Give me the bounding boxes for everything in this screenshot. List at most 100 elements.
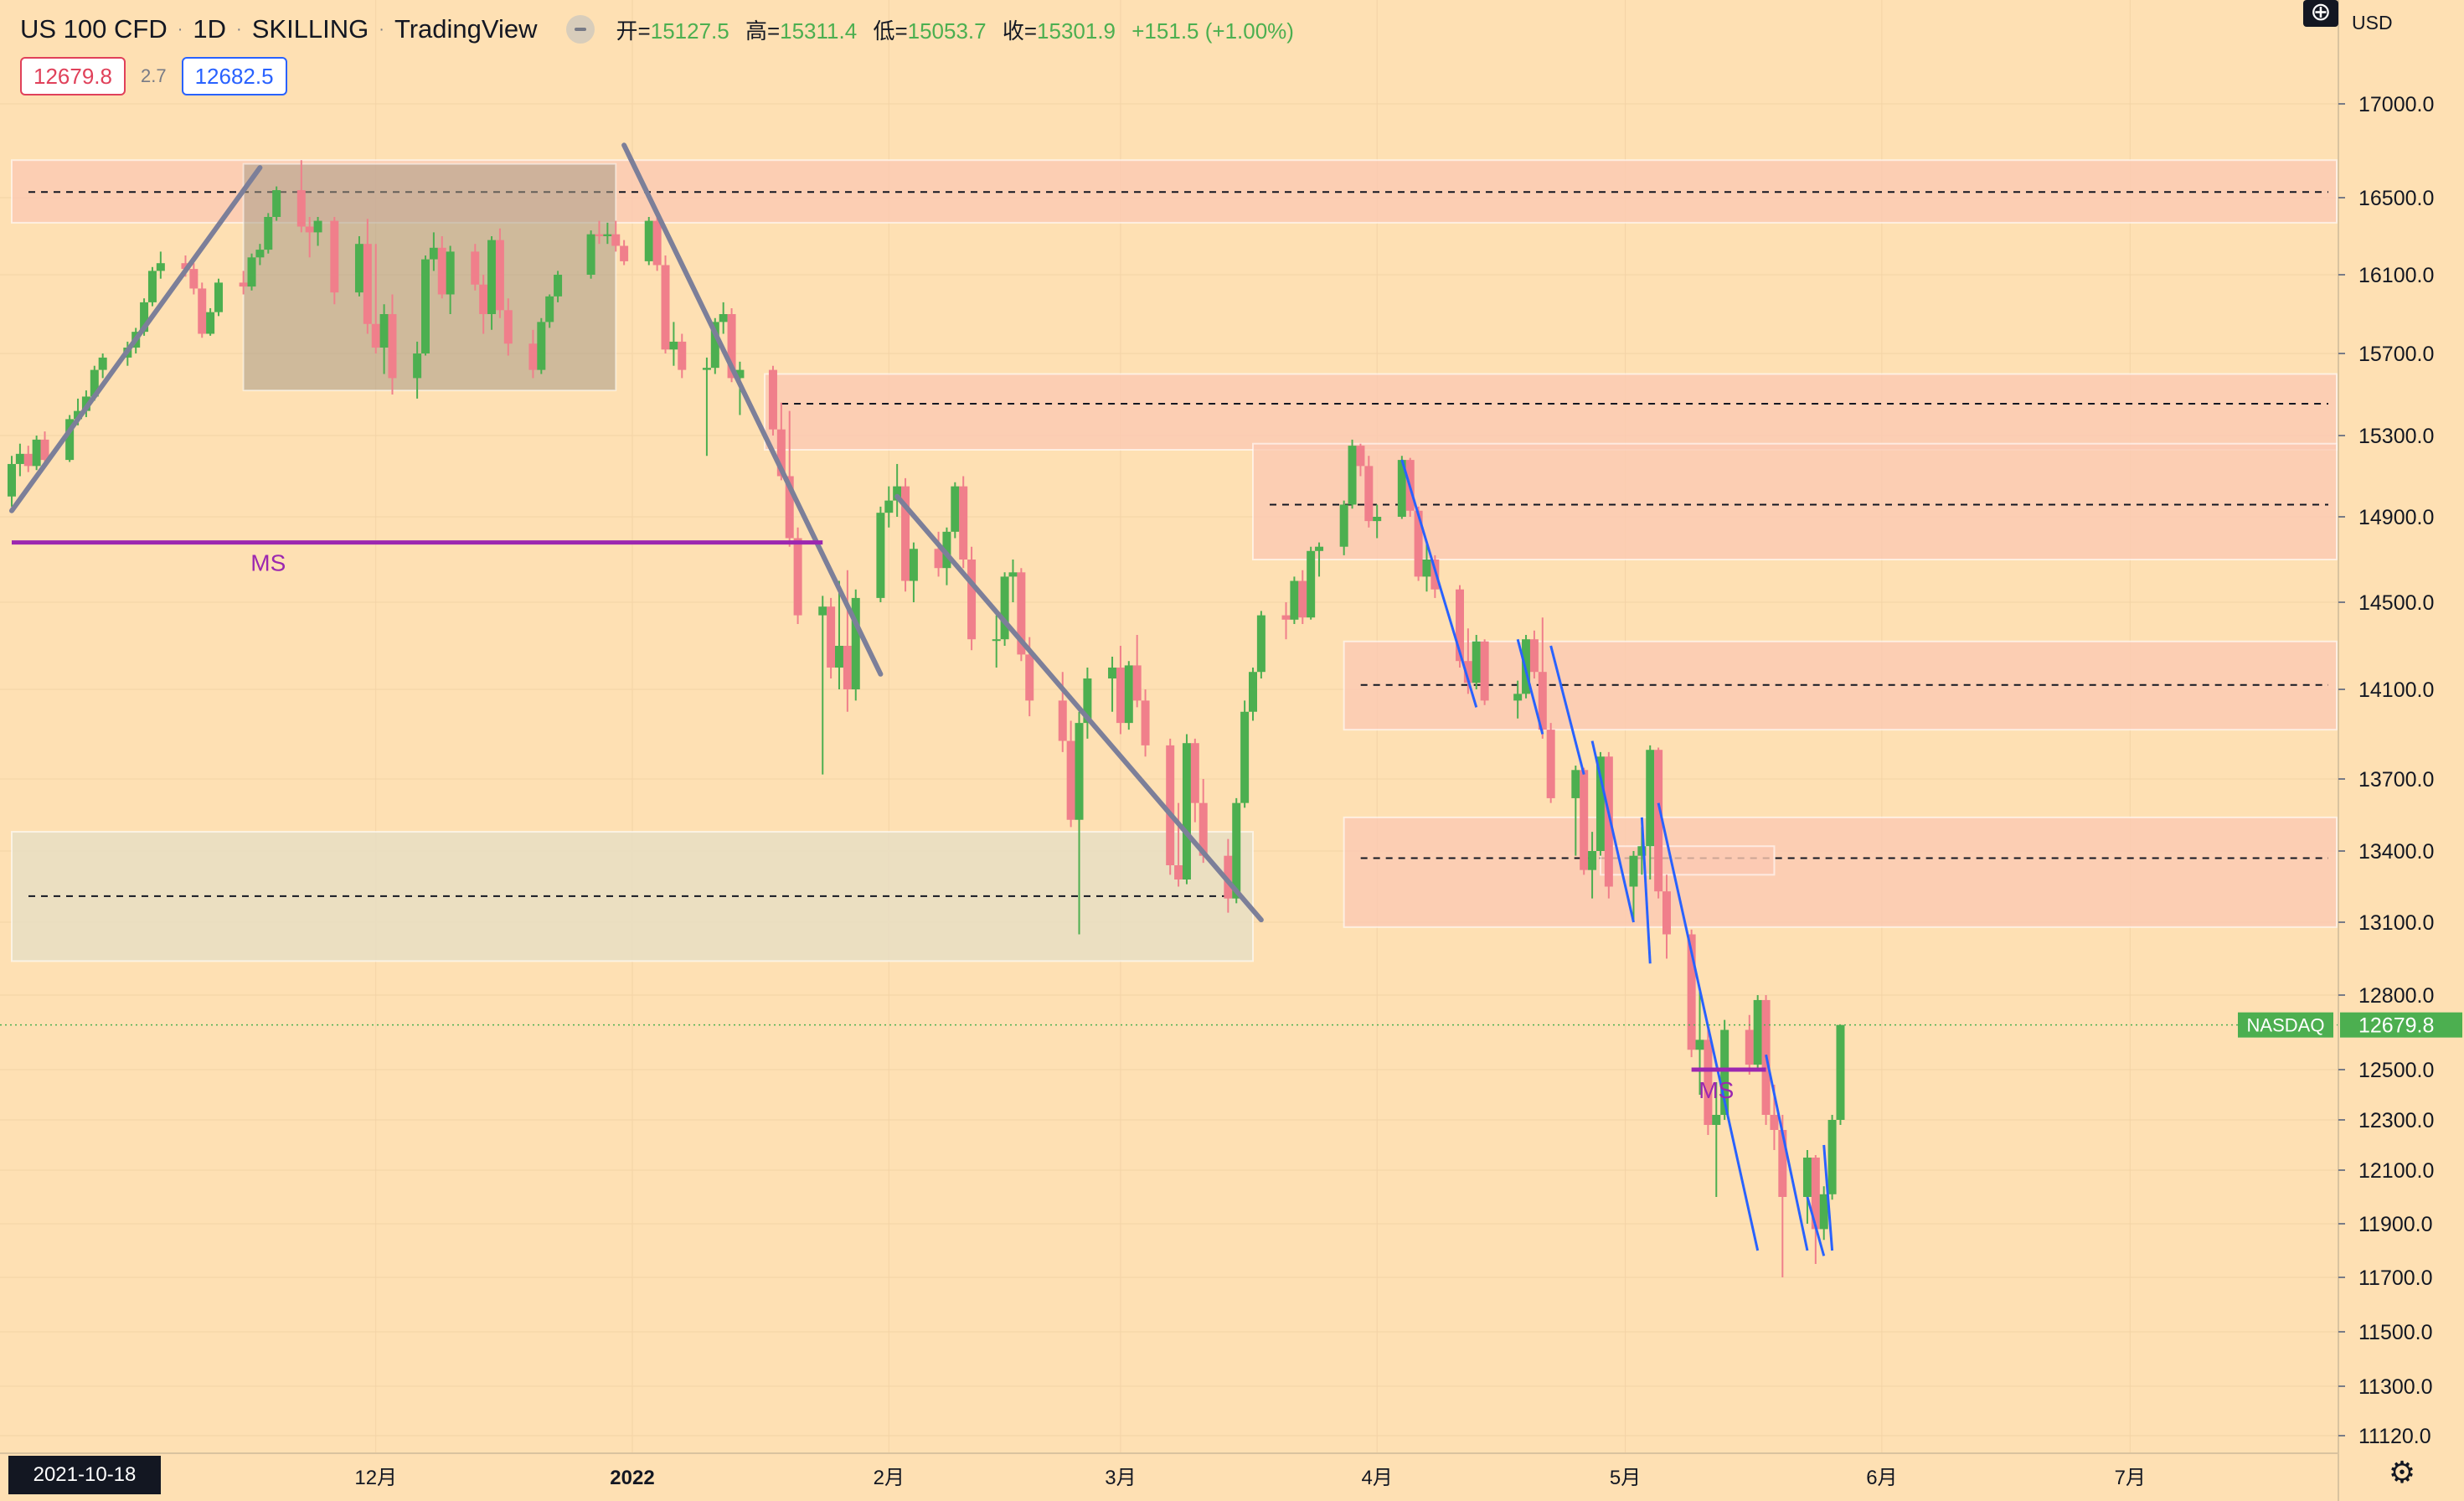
candle [371, 244, 380, 353]
candle [214, 278, 223, 317]
candle-body [421, 259, 430, 353]
candle [413, 341, 422, 399]
candle-body [793, 538, 802, 616]
candle-body [239, 282, 248, 287]
candle-body [1298, 580, 1307, 618]
leg-line [1549, 645, 1585, 776]
candle-body [371, 323, 380, 348]
candle [843, 570, 852, 712]
candle [479, 275, 488, 334]
ms-label: MS [1699, 1077, 1734, 1103]
candle-body [1017, 572, 1026, 655]
plus-icon[interactable]: ⊕ [2303, 0, 2338, 27]
candle [156, 251, 165, 279]
price-tick-label: 11500.0 [2358, 1321, 2433, 1344]
candle-body [90, 369, 99, 397]
candle [1256, 611, 1266, 678]
low-label: 低= [873, 18, 908, 44]
price-tick-label: 11700.0 [2358, 1266, 2433, 1290]
candle-body [1249, 672, 1257, 712]
candle [1571, 765, 1580, 856]
interval-label[interactable]: 1D [193, 14, 227, 44]
candle-body [1008, 572, 1018, 577]
price-tick-label: 17000.0 [2358, 93, 2434, 116]
candle-body [487, 240, 497, 314]
candle-body [1604, 756, 1613, 887]
candle-body [23, 453, 33, 467]
candle-body [644, 220, 653, 261]
leg-line [1822, 1144, 1834, 1251]
candle-body [1000, 576, 1009, 640]
candle-body [776, 429, 786, 477]
candle [8, 456, 16, 507]
candle [1008, 560, 1018, 602]
candle [620, 240, 629, 266]
symbol-name[interactable]: US 100 CFD [20, 14, 168, 44]
candle [1116, 646, 1125, 735]
candle-body [296, 190, 306, 227]
candle [1000, 572, 1009, 646]
candle [951, 482, 960, 539]
close-label: 收= [1002, 18, 1038, 44]
leg-line [1590, 740, 1635, 923]
last-price-value: 12679.8 [2358, 1014, 2434, 1038]
quote-row: 12679.8 2.7 12682.5 [20, 57, 287, 95]
candle [1182, 734, 1191, 885]
candle-body [1166, 745, 1175, 865]
candle [1290, 576, 1299, 624]
candle-body [1827, 1120, 1837, 1194]
candle-body [710, 322, 719, 369]
candle-body [189, 269, 198, 289]
candle-body [768, 369, 777, 430]
candle [1802, 1150, 1812, 1224]
candle-body [313, 220, 322, 233]
candle-body [255, 250, 265, 258]
candle-body [1058, 700, 1067, 741]
candle [652, 213, 662, 271]
platform-label: TradingView [394, 14, 538, 44]
candle-body [909, 549, 918, 581]
candle [1166, 738, 1175, 875]
candle-body [1704, 1039, 1713, 1125]
candle-body [1348, 446, 1357, 505]
candle [1580, 767, 1589, 875]
candle [992, 615, 1001, 668]
time-tick-label: 7月 [2115, 1467, 2146, 1489]
candle-body [1190, 743, 1199, 803]
candle [967, 546, 977, 651]
leg-line [1657, 802, 1760, 1251]
candle-body [719, 314, 728, 322]
candle-body [471, 251, 480, 285]
candle [1836, 1024, 1845, 1125]
candle [446, 245, 455, 314]
candle-body [595, 234, 604, 236]
candle-body [1364, 466, 1374, 522]
candle-body [669, 341, 678, 350]
candle [1472, 635, 1481, 689]
candle [1281, 602, 1291, 640]
currency-label[interactable]: USD [2352, 12, 2393, 34]
candle [388, 294, 397, 395]
sell-price-button[interactable]: 12679.8 [20, 57, 126, 95]
candle-body [1778, 1130, 1787, 1197]
candles [8, 160, 1845, 1277]
hide-icon[interactable] [565, 15, 595, 44]
candle [768, 365, 777, 436]
buy-price-button[interactable]: 12682.5 [181, 57, 287, 95]
candle-body [901, 486, 910, 581]
candle [959, 476, 968, 569]
candle [23, 446, 33, 472]
candle-body [1802, 1158, 1812, 1197]
drawings: MS MS NASDAQ [0, 142, 2338, 1256]
candle [1364, 456, 1374, 528]
candle [1430, 554, 1440, 598]
candle [893, 463, 902, 517]
candle [851, 589, 860, 701]
candle [901, 477, 910, 592]
candle-body [620, 245, 629, 261]
leg-line [1765, 1054, 1809, 1251]
gear-icon[interactable]: ⚙ [2388, 1455, 2416, 1489]
candle [503, 298, 513, 356]
price-tick-label: 15300.0 [2358, 425, 2434, 448]
